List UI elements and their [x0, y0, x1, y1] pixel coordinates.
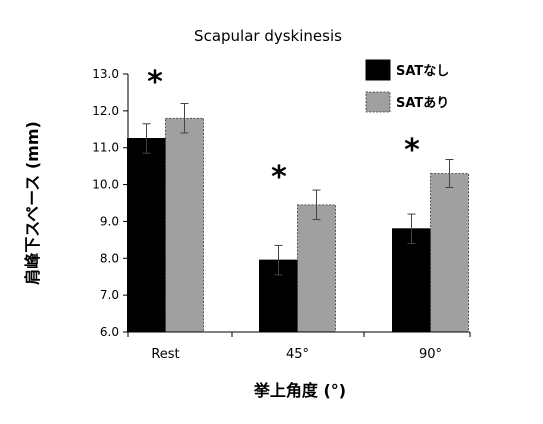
y-tick-label-0: 6.0: [100, 325, 119, 339]
y-tick-label-4: 10.0: [92, 178, 119, 192]
significance-star-1: *: [271, 160, 287, 195]
significance-star-2: *: [404, 133, 420, 168]
y-tick-label-6: 12.0: [92, 104, 119, 118]
y-tick-label-3: 9.0: [100, 214, 119, 228]
legend-swatch-0: [365, 59, 391, 81]
y-tick-label-1: 7.0: [100, 288, 119, 302]
legend-label-0: SATなし: [396, 64, 449, 79]
y-axis-ticks: 6.0 7.0 8.0 9.0 10.0 11.0 12.0 13.0: [92, 67, 128, 339]
bar-sat-nashi-0: [127, 138, 166, 333]
y-tick-label-7: 13.0: [92, 67, 119, 81]
significance-star-0: *: [147, 65, 163, 100]
x-axis-ticks: Rest 45° 90°: [127, 332, 471, 362]
bar-sat-ari-2: [430, 173, 469, 333]
bar-sat-ari-1: [297, 204, 336, 333]
y-tick-label-5: 11.0: [92, 141, 119, 155]
x-tick-label-0: Rest: [151, 347, 179, 362]
x-axis-label: 挙上角度 (°): [254, 381, 346, 400]
legend-label-1: SATあり: [396, 96, 449, 111]
legend-swatch-1: [365, 91, 391, 113]
significance-annotations: * * *: [147, 65, 420, 195]
y-tick-label-2: 8.0: [100, 251, 119, 265]
chart-title: Scapular dyskinesis: [194, 27, 342, 45]
legend: SATなし SATあり: [365, 59, 449, 113]
bars-layer: [127, 102, 469, 333]
x-tick-label-2: 90°: [419, 347, 442, 362]
bar-sat-ari-0: [165, 117, 204, 333]
x-tick-label-1: 45°: [286, 347, 309, 362]
bar-sat-nashi-2: [392, 228, 431, 333]
y-axis-label: 肩峰下スペース (mm): [23, 121, 42, 285]
